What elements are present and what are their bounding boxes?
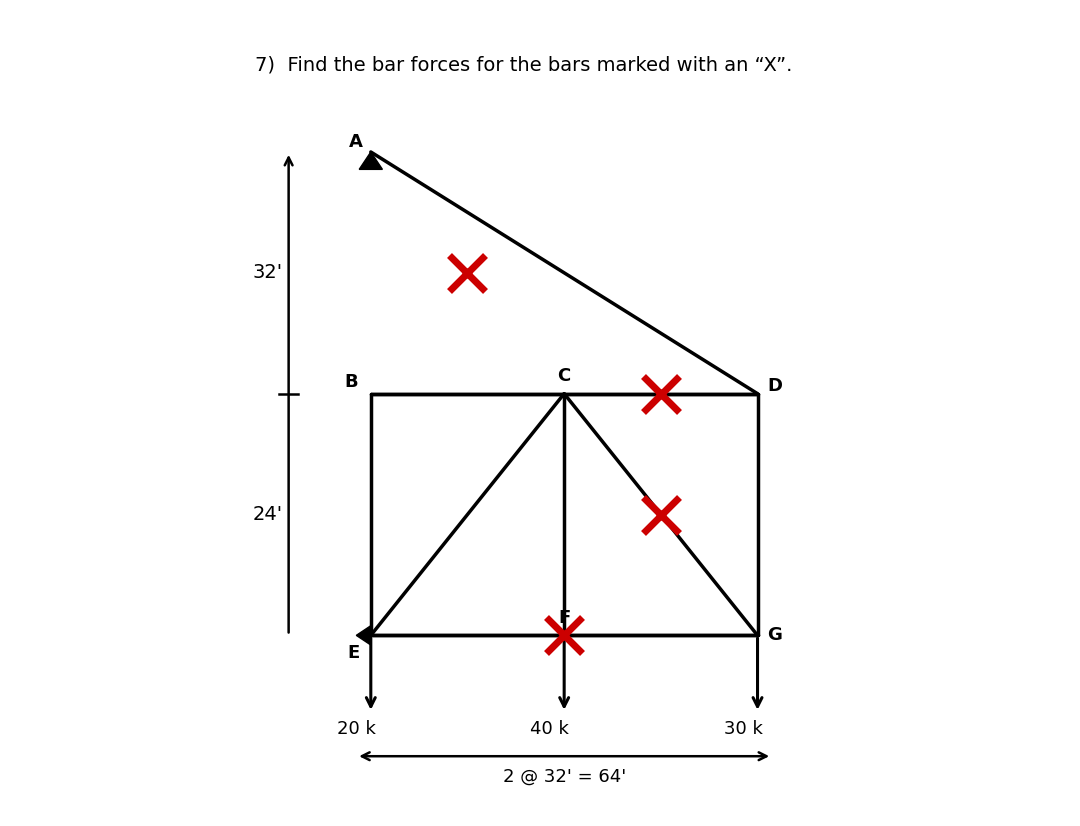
Text: 40 k: 40 k [530,720,569,738]
Text: 24': 24' [253,505,283,524]
Text: C: C [557,368,571,385]
Text: 2 @ 32' = 64': 2 @ 32' = 64' [502,768,625,786]
Polygon shape [360,152,382,169]
Text: 30 k: 30 k [724,720,762,738]
Text: 7)  Find the bar forces for the bars marked with an “X”.: 7) Find the bar forces for the bars mark… [255,55,792,74]
Text: 20 k: 20 k [337,720,376,738]
Text: F: F [558,609,570,627]
Text: A: A [349,133,363,151]
Text: E: E [348,643,360,662]
Polygon shape [356,626,370,645]
Text: B: B [345,373,359,391]
Text: G: G [768,626,782,644]
Text: D: D [768,377,782,395]
Text: 32': 32' [253,263,283,282]
